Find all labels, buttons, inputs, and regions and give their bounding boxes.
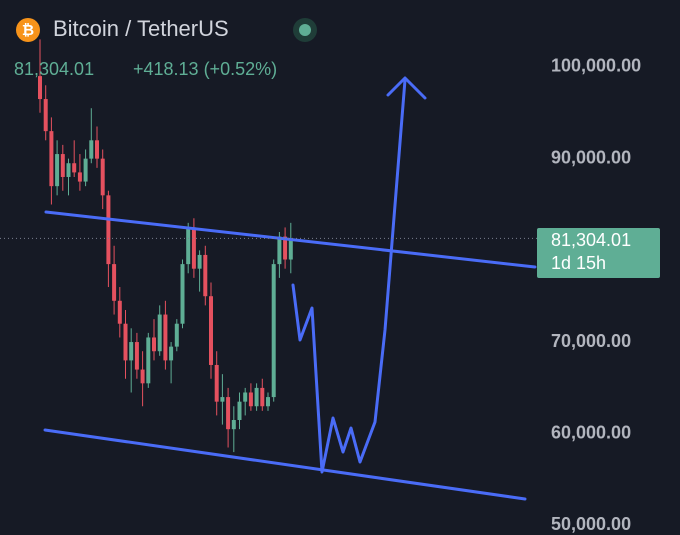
candle-body — [248, 392, 253, 407]
candle-body — [197, 254, 202, 269]
price-label-bg — [537, 228, 660, 278]
symbol-title: Bitcoin / TetherUS — [53, 16, 229, 41]
candle-body — [277, 236, 282, 265]
candle-body — [106, 195, 111, 265]
candle-body — [214, 364, 219, 402]
price-label: 81,304.01 1d 15h — [537, 228, 660, 278]
drawings — [43, 76, 537, 501]
candle-body — [237, 401, 242, 421]
candle-body — [226, 397, 231, 430]
candle-body — [186, 227, 191, 265]
y-tick-label: 60,000.00 — [551, 423, 631, 443]
price-axis: 50,000.00 60,000.00 70,000.00 90,000.00 100,… — [551, 56, 641, 535]
candle-body — [43, 99, 48, 132]
y-tick-label: 50,000.00 — [551, 514, 631, 534]
candle-body — [271, 264, 276, 398]
btc-icon — [16, 18, 40, 42]
candle-body — [231, 420, 236, 430]
candle-body — [157, 314, 162, 352]
candle-body — [72, 163, 77, 173]
candle-body — [129, 342, 134, 361]
candle-body — [209, 296, 213, 365]
candle-body — [174, 323, 179, 347]
lower-trendline — [43, 428, 527, 501]
candle-body — [152, 337, 156, 352]
candle-body — [243, 392, 248, 402]
candle-body — [283, 236, 288, 260]
candle-body — [83, 158, 88, 182]
candle-body — [191, 227, 196, 269]
candle-body — [77, 172, 82, 182]
btc-symbol: ₿ — [22, 22, 34, 39]
candle-body — [220, 397, 225, 402]
candle-body — [66, 163, 71, 177]
candle-body — [180, 264, 185, 324]
candle-body — [89, 140, 94, 159]
price-label-countdown: 1d 15h — [551, 253, 606, 273]
candle-body — [134, 342, 139, 370]
candle-body — [38, 76, 42, 100]
candle-body — [60, 154, 65, 177]
candle-body — [55, 154, 60, 187]
price-change: +418.13 (+0.52%) — [133, 59, 277, 79]
status-dot — [299, 24, 311, 36]
candle-body — [146, 337, 151, 384]
candle-body — [100, 158, 105, 196]
candle-body — [254, 387, 259, 407]
candle-body — [49, 131, 54, 187]
candle-body — [123, 323, 128, 361]
candles — [38, 39, 293, 453]
candle-body — [203, 254, 208, 297]
candle-body — [288, 238, 293, 260]
candle-body — [260, 387, 265, 407]
candle-body — [163, 314, 168, 361]
candle-body — [266, 397, 270, 407]
candle-body — [169, 346, 174, 361]
price-label-value: 81,304.01 — [551, 230, 631, 250]
arrow-head — [386, 76, 427, 100]
candle-body — [117, 300, 122, 324]
last-price: 81,304.01 — [14, 59, 94, 79]
y-tick-label: 100,000.00 — [551, 56, 641, 76]
y-tick-label: 70,000.00 — [551, 331, 631, 351]
upper-trendline — [44, 210, 537, 269]
candle-body — [95, 140, 99, 159]
projection-path — [291, 78, 407, 474]
y-tick-label: 90,000.00 — [551, 147, 631, 167]
candle-body — [112, 264, 117, 301]
candle-body — [140, 369, 145, 384]
